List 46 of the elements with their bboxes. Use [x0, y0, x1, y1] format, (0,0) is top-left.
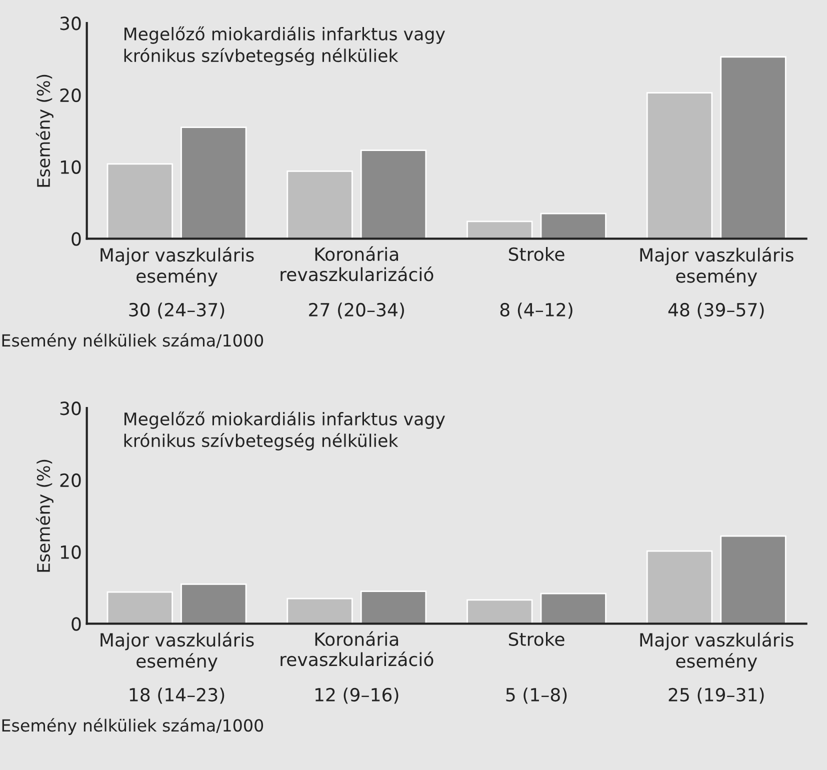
- bar: [360, 150, 427, 239]
- x-tick-label: Major vaszkuláris esemény: [100, 247, 254, 286]
- x-tick-label: Major vaszkuláris esemény: [100, 632, 254, 672]
- text: 8 (4–12): [500, 302, 572, 319]
- bar: [466, 220, 533, 239]
- y-tick-label: 30: [60, 16, 81, 30]
- bar: [720, 535, 786, 624]
- text: 25 (19–31): [668, 688, 764, 704]
- text: 30 (24–37): [129, 302, 224, 319]
- y-tick-label: 20: [60, 473, 81, 488]
- x-tick-label: Koronária revaszkularizáció: [280, 631, 434, 666]
- y-tick-label: 10: [60, 545, 81, 559]
- text: 48 (39–57): [668, 302, 764, 319]
- y-tick-label: 0: [72, 232, 81, 246]
- bar: [646, 550, 713, 624]
- text: Esemény nélküliek száma/1000: [2, 333, 264, 350]
- x-tick-label: Stroke: [508, 247, 564, 262]
- text: 5 (1–8): [506, 688, 567, 704]
- text: Megelőző miokardiális infarktus vagy krónikus szívbetegség nélküliek: [124, 26, 445, 66]
- text: 27 (20–34): [309, 302, 404, 319]
- bar: [180, 126, 247, 239]
- bar: [106, 163, 173, 239]
- bar: [286, 598, 353, 624]
- bar: [540, 212, 606, 239]
- bar: [466, 599, 533, 624]
- y-tick-label: 10: [60, 160, 81, 174]
- bar: [720, 56, 786, 239]
- text: 12 (9–16): [315, 688, 398, 704]
- bar: [286, 170, 353, 239]
- bar: [540, 592, 606, 624]
- x-tick-label: Major vaszkuláris esemény: [640, 632, 794, 672]
- x-tick-label: Koronária revaszkularizáció: [280, 246, 434, 282]
- text: Esemény nélküliek száma/1000: [2, 718, 264, 735]
- bar: [106, 591, 173, 624]
- bar: [180, 583, 247, 624]
- bar: [360, 590, 427, 624]
- y-tick-label: 0: [72, 617, 81, 631]
- text: 18 (14–23): [130, 688, 224, 704]
- y-axis-title: Esemény (%): [36, 74, 54, 187]
- y-axis-title: Esemény (%): [36, 460, 54, 572]
- x-tick-label: Major vaszkuláris esemény: [640, 247, 794, 286]
- x-tick-label: Stroke: [508, 632, 564, 646]
- bar: [646, 92, 713, 239]
- y-tick-label: 20: [60, 88, 81, 102]
- text: Megelőző miokardiális infarktus vagy krónikus szívbetegség nélküliek: [124, 411, 445, 450]
- y-tick-label: 30: [60, 402, 81, 416]
